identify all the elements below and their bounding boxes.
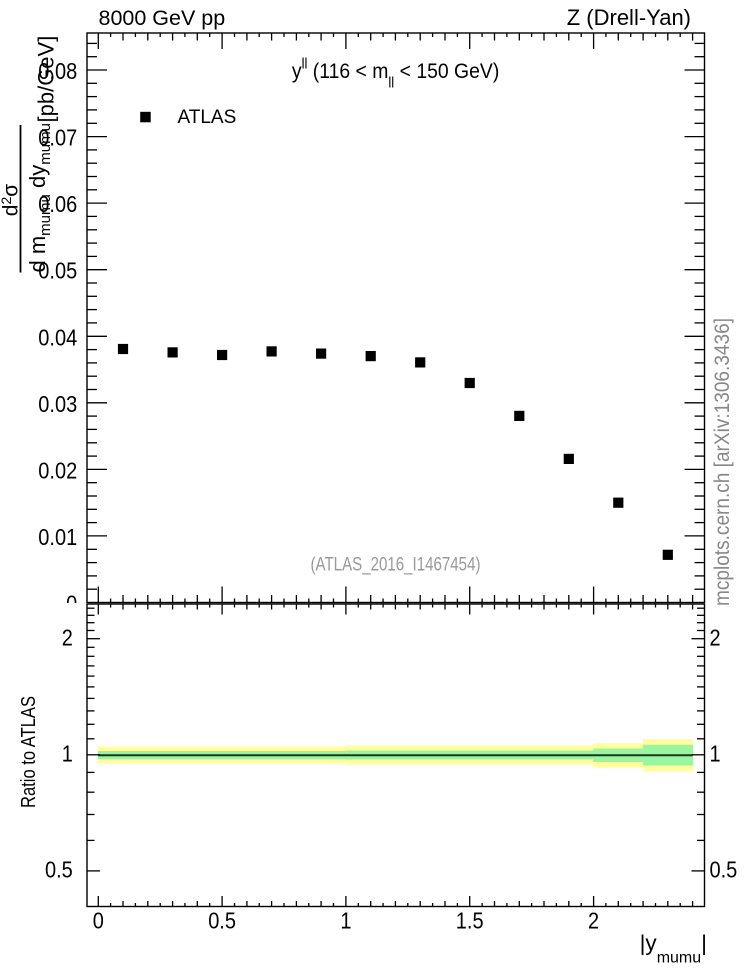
svg-text:0.5: 0.5 — [208, 908, 236, 934]
svg-text:Ratio to ATLAS: Ratio to ATLAS — [18, 696, 40, 808]
svg-text:d2σ: d2σ — [0, 184, 23, 216]
svg-text:0.5: 0.5 — [45, 857, 73, 883]
svg-text:2: 2 — [710, 625, 721, 651]
svg-text:0.5: 0.5 — [710, 857, 738, 883]
svg-text:0.03: 0.03 — [38, 391, 77, 417]
svg-text:[pb/GeV]: [pb/GeV] — [34, 36, 59, 123]
svg-text:0: 0 — [66, 591, 77, 617]
svg-text:0.06: 0.06 — [38, 191, 77, 217]
svg-text:1: 1 — [340, 908, 351, 934]
svg-text:ATLAS: ATLAS — [178, 107, 237, 128]
svg-text:0.05: 0.05 — [38, 258, 77, 284]
svg-text:mcplots.cern.ch [arXiv:1306.34: mcplots.cern.ch [arXiv:1306.3436] — [711, 318, 734, 606]
svg-text:0.01: 0.01 — [38, 524, 77, 550]
svg-text:Z (Drell-Yan): Z (Drell-Yan) — [567, 5, 691, 30]
svg-text:0.04: 0.04 — [38, 324, 77, 350]
svg-text:0.07: 0.07 — [38, 125, 77, 151]
svg-text:8000 GeV pp: 8000 GeV pp — [99, 6, 226, 30]
svg-text:1: 1 — [62, 741, 73, 767]
svg-text:2: 2 — [62, 625, 73, 651]
svg-text:(ATLAS_2016_I1467454): (ATLAS_2016_I1467454) — [311, 555, 481, 576]
svg-text:1.5: 1.5 — [456, 908, 484, 934]
svg-text:0: 0 — [93, 908, 104, 934]
svg-text:1: 1 — [710, 741, 721, 767]
svg-text:2: 2 — [588, 908, 599, 934]
svg-text:0.08: 0.08 — [38, 58, 77, 84]
svg-text:0.02: 0.02 — [38, 457, 77, 483]
